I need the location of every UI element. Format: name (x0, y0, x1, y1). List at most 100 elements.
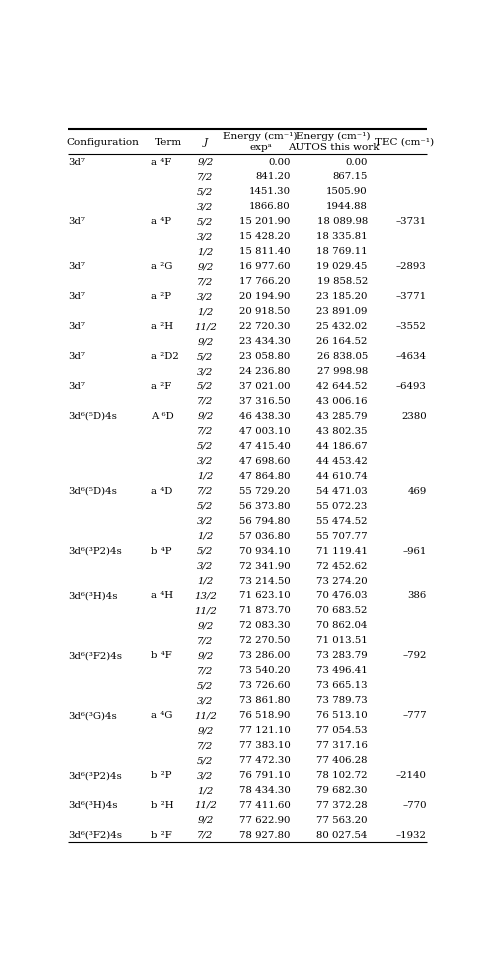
Text: –961: –961 (401, 546, 426, 555)
Text: 3d⁷: 3d⁷ (68, 217, 84, 226)
Text: 47 864.80: 47 864.80 (238, 472, 290, 480)
Text: 3d⁶(⁵D)4s: 3d⁶(⁵D)4s (68, 486, 117, 496)
Text: 73 496.41: 73 496.41 (315, 665, 367, 675)
Text: a ⁴H: a ⁴H (151, 591, 173, 599)
Text: 5/2: 5/2 (197, 756, 213, 764)
Text: 24 236.80: 24 236.80 (239, 367, 290, 375)
Text: –3552: –3552 (395, 322, 426, 331)
Text: AUTOS this work: AUTOS this work (287, 143, 378, 152)
Text: a ⁴D: a ⁴D (151, 486, 172, 496)
Text: 7/2: 7/2 (197, 830, 213, 839)
Text: a ⁴P: a ⁴P (151, 217, 170, 226)
Text: 3d⁶(³F2)4s: 3d⁶(³F2)4s (68, 651, 121, 659)
Text: 16 977.60: 16 977.60 (238, 262, 290, 271)
Text: 3d⁶(³G)4s: 3d⁶(³G)4s (68, 710, 116, 720)
Text: a ²P: a ²P (151, 292, 170, 301)
Text: 77 622.90: 77 622.90 (239, 815, 290, 824)
Text: 3d⁷: 3d⁷ (68, 157, 84, 167)
Text: 77 472.30: 77 472.30 (238, 756, 290, 764)
Text: 5/2: 5/2 (197, 501, 213, 510)
Text: 18 769.11: 18 769.11 (315, 247, 367, 256)
Text: 19 858.52: 19 858.52 (316, 277, 367, 286)
Text: 9/2: 9/2 (197, 336, 213, 346)
Text: 55 707.77: 55 707.77 (315, 531, 367, 540)
Text: 3d⁶(³H)4s: 3d⁶(³H)4s (68, 801, 117, 809)
Text: Energy (cm⁻¹): Energy (cm⁻¹) (296, 132, 370, 141)
Text: 11/2: 11/2 (193, 710, 216, 720)
Text: 7/2: 7/2 (197, 740, 213, 749)
Text: 3d⁷: 3d⁷ (68, 352, 84, 360)
Text: 1451.30: 1451.30 (248, 187, 290, 196)
Text: 3/2: 3/2 (197, 517, 213, 525)
Text: 23 058.80: 23 058.80 (239, 352, 290, 360)
Text: a ⁴G: a ⁴G (151, 710, 172, 720)
Text: 13/2: 13/2 (193, 591, 216, 599)
Text: 26 838.05: 26 838.05 (316, 352, 367, 360)
Text: 3d⁶(³F2)4s: 3d⁶(³F2)4s (68, 830, 121, 839)
Text: 77 406.28: 77 406.28 (316, 756, 367, 764)
Text: 73 540.20: 73 540.20 (238, 665, 290, 675)
Text: 23 434.30: 23 434.30 (238, 336, 290, 346)
Text: 0.00: 0.00 (267, 157, 290, 167)
Text: 73 726.60: 73 726.60 (238, 680, 290, 690)
Text: 78 434.30: 78 434.30 (238, 785, 290, 794)
Text: 76 518.90: 76 518.90 (239, 710, 290, 720)
Text: b ⁴F: b ⁴F (151, 651, 171, 659)
Text: 5/2: 5/2 (197, 546, 213, 555)
Text: Term: Term (155, 137, 182, 147)
Text: 9/2: 9/2 (197, 725, 213, 735)
Text: 72 083.30: 72 083.30 (238, 620, 290, 630)
Text: 9/2: 9/2 (197, 262, 213, 271)
Text: 77 383.10: 77 383.10 (238, 740, 290, 749)
Text: a ²F: a ²F (151, 381, 171, 391)
Text: 1/2: 1/2 (197, 531, 213, 540)
Text: 77 054.53: 77 054.53 (315, 725, 367, 735)
Text: 3/2: 3/2 (197, 367, 213, 375)
Text: 70 476.03: 70 476.03 (315, 591, 367, 599)
Text: 37 021.00: 37 021.00 (238, 381, 290, 391)
Text: 47 003.10: 47 003.10 (238, 426, 290, 436)
Text: 71 623.10: 71 623.10 (238, 591, 290, 599)
Text: 57 036.80: 57 036.80 (239, 531, 290, 540)
Text: 5/2: 5/2 (197, 381, 213, 391)
Text: 9/2: 9/2 (197, 620, 213, 630)
Text: 76 513.10: 76 513.10 (315, 710, 367, 720)
Text: 7/2: 7/2 (197, 486, 213, 496)
Text: 1/2: 1/2 (197, 247, 213, 256)
Text: 23 185.20: 23 185.20 (316, 292, 367, 301)
Text: A ⁶D: A ⁶D (151, 412, 173, 420)
Text: 3/2: 3/2 (197, 202, 213, 212)
Text: 19 029.45: 19 029.45 (316, 262, 367, 271)
Text: 73 789.73: 73 789.73 (315, 696, 367, 704)
Text: 70 934.10: 70 934.10 (238, 546, 290, 555)
Text: 70 683.52: 70 683.52 (316, 606, 367, 615)
Text: 77 121.10: 77 121.10 (238, 725, 290, 735)
Text: 80 027.54: 80 027.54 (316, 830, 367, 839)
Text: –6493: –6493 (395, 381, 426, 391)
Text: 47 415.40: 47 415.40 (238, 441, 290, 451)
Text: 44 186.67: 44 186.67 (315, 441, 367, 451)
Text: 18 089.98: 18 089.98 (316, 217, 367, 226)
Text: 55 474.52: 55 474.52 (316, 517, 367, 525)
Text: 15 201.90: 15 201.90 (239, 217, 290, 226)
Text: 79 682.30: 79 682.30 (316, 785, 367, 794)
Text: 1/2: 1/2 (197, 472, 213, 480)
Text: 76 791.10: 76 791.10 (238, 770, 290, 780)
Text: 17 766.20: 17 766.20 (238, 277, 290, 286)
Text: 1/2: 1/2 (197, 307, 213, 315)
Text: 7/2: 7/2 (197, 396, 213, 406)
Text: a ²D2: a ²D2 (151, 352, 178, 360)
Text: –792: –792 (401, 651, 426, 659)
Text: Configuration: Configuration (66, 137, 139, 147)
Text: 23 891.09: 23 891.09 (316, 307, 367, 315)
Text: b ²H: b ²H (151, 801, 173, 809)
Text: 3/2: 3/2 (197, 770, 213, 780)
Text: 78 927.80: 78 927.80 (239, 830, 290, 839)
Text: 43 802.35: 43 802.35 (316, 426, 367, 436)
Text: 1/2: 1/2 (197, 785, 213, 794)
Text: a ²G: a ²G (151, 262, 172, 271)
Text: 7/2: 7/2 (197, 665, 213, 675)
Text: 15 428.20: 15 428.20 (239, 233, 290, 241)
Text: 77 372.28: 77 372.28 (315, 801, 367, 809)
Text: 77 411.60: 77 411.60 (238, 801, 290, 809)
